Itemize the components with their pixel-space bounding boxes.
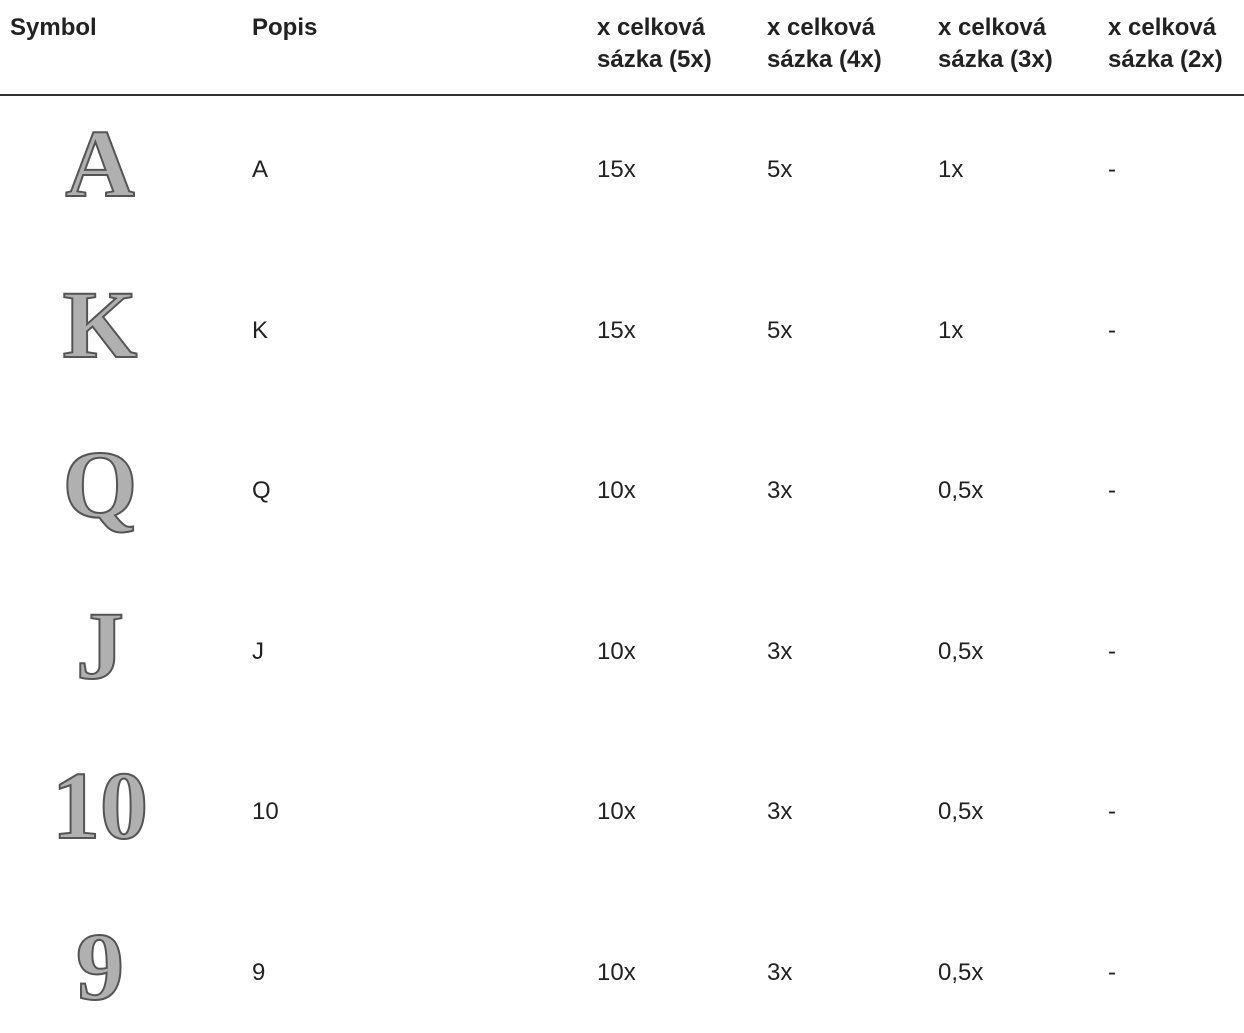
payout: - — [1108, 959, 1116, 986]
payout: - — [1108, 316, 1116, 344]
symbol-icon: 9 — [75, 913, 125, 1021]
payout: - — [1108, 156, 1116, 183]
payout: 15x — [597, 156, 636, 183]
column-header: x celková sázka (4x) — [767, 14, 882, 73]
payout: 15x — [597, 316, 636, 344]
payout: - — [1108, 637, 1116, 665]
payout: 0,5x — [938, 959, 984, 986]
description: J — [252, 637, 264, 665]
payout: 10x — [597, 477, 636, 505]
symbol-glyph: A — [65, 110, 134, 217]
symbol-icon: J — [75, 592, 125, 700]
payout: 3x — [767, 637, 793, 665]
payout: 3x — [767, 477, 793, 505]
description: A — [252, 156, 269, 183]
header-rule — [0, 94, 1244, 96]
payout: - — [1108, 798, 1116, 826]
payout: 1x — [938, 156, 964, 183]
payout: 5x — [767, 316, 793, 344]
symbol-glyph: Q — [63, 431, 138, 538]
column-header: x celková sázka (2x) — [1108, 14, 1223, 73]
column-header: x celková sázka (5x) — [597, 14, 712, 73]
payout: 0,5x — [938, 798, 984, 826]
symbol-icon: K — [62, 271, 139, 379]
column-header: Popis — [252, 14, 318, 41]
symbol-glyph: J — [76, 592, 124, 699]
symbol-icon: Q — [62, 431, 139, 539]
payout: 10x — [597, 798, 636, 826]
description: 9 — [252, 959, 266, 986]
symbol-glyph: 10 — [52, 752, 148, 859]
payout: 10x — [597, 637, 636, 665]
payout: 0,5x — [938, 637, 984, 665]
symbol-icon: A — [64, 110, 135, 218]
payout: 3x — [767, 798, 793, 826]
payout: - — [1108, 477, 1116, 505]
symbol-glyph: 9 — [76, 913, 124, 1020]
payout: 0,5x — [938, 477, 984, 505]
description: K — [252, 316, 269, 344]
symbol-icon: 10 — [51, 752, 149, 860]
symbol-glyph: K — [63, 271, 138, 378]
description: 10 — [252, 798, 279, 826]
column-header: Symbol — [10, 14, 97, 41]
payout: 5x — [767, 156, 793, 183]
payout: 3x — [767, 959, 793, 986]
description: Q — [252, 477, 271, 505]
payout: 10x — [597, 959, 636, 986]
column-header: x celková sázka (3x) — [938, 14, 1053, 73]
payout: 1x — [938, 316, 964, 344]
